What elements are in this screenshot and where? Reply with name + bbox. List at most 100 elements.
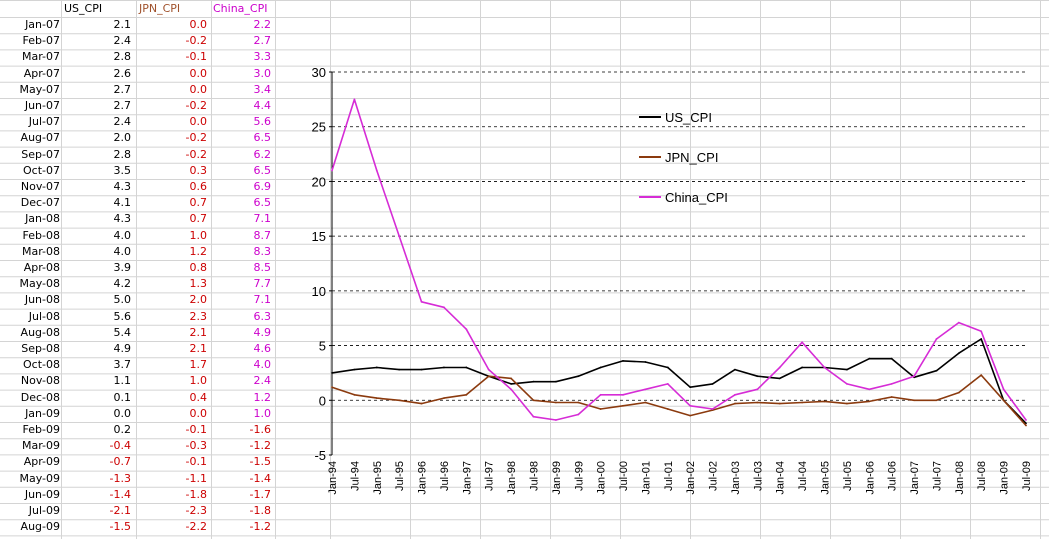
us-cpi-cell[interactable]: 5.6: [113, 309, 132, 323]
jpn-cpi-cell[interactable]: -0.2: [185, 34, 207, 48]
jpn-cpi-cell[interactable]: 0.0: [189, 18, 208, 31]
us-cpi-cell[interactable]: 2.6: [113, 66, 132, 80]
jpn-cpi-cell[interactable]: 1.2: [189, 244, 208, 258]
header-china-cpi[interactable]: China_CPI: [213, 2, 268, 15]
china-cpi-cell[interactable]: 5.6: [253, 115, 272, 129]
jpn-cpi-cell[interactable]: 2.3: [189, 309, 208, 323]
us-cpi-cell[interactable]: 4.3: [113, 180, 132, 193]
date-cell[interactable]: Nov-08: [20, 374, 60, 388]
date-cell[interactable]: Aug-09: [20, 520, 60, 534]
date-cell[interactable]: Mar-09: [21, 439, 60, 453]
date-cell[interactable]: Aug-07: [20, 131, 60, 145]
china-cpi-cell[interactable]: 2.7: [253, 34, 272, 48]
china-cpi-cell[interactable]: 3.3: [253, 50, 272, 64]
us-cpi-cell[interactable]: 1.1: [113, 374, 132, 388]
us-cpi-cell[interactable]: 4.3: [113, 212, 132, 226]
us-cpi-cell[interactable]: 0.0: [113, 406, 132, 420]
date-cell[interactable]: May-07: [19, 82, 60, 96]
date-cell[interactable]: Jan-09: [25, 406, 60, 420]
us-cpi-cell[interactable]: 4.1: [113, 196, 132, 210]
us-cpi-cell[interactable]: 5.4: [113, 325, 132, 339]
jpn-cpi-cell[interactable]: -2.3: [185, 504, 207, 517]
jpn-cpi-cell[interactable]: -0.1: [185, 423, 207, 436]
china-cpi-cell[interactable]: 8.3: [253, 244, 272, 258]
china-cpi-cell[interactable]: 2.2: [253, 18, 272, 31]
china-cpi-cell[interactable]: 3.4: [253, 82, 272, 96]
china-cpi-cell[interactable]: 7.1: [253, 212, 272, 226]
date-cell[interactable]: May-09: [19, 471, 60, 485]
jpn-cpi-cell[interactable]: 0.0: [189, 115, 208, 129]
us-cpi-cell[interactable]: 0.1: [113, 390, 132, 404]
jpn-cpi-cell[interactable]: 2.1: [189, 325, 208, 339]
china-cpi-cell[interactable]: 4.4: [253, 99, 272, 112]
us-cpi-cell[interactable]: -1.5: [109, 520, 131, 534]
jpn-cpi-cell[interactable]: 0.0: [189, 406, 208, 420]
china-cpi-cell[interactable]: 8.5: [253, 261, 272, 274]
date-cell[interactable]: Oct-08: [23, 358, 60, 372]
us-cpi-cell[interactable]: -2.1: [109, 504, 131, 517]
jpn-cpi-cell[interactable]: 1.0: [189, 228, 208, 242]
china-cpi-cell[interactable]: 7.1: [253, 293, 272, 307]
header-us-cpi[interactable]: US_CPI: [64, 2, 103, 15]
china-cpi-cell[interactable]: 4.0: [253, 358, 272, 372]
jpn-cpi-cell[interactable]: -1.1: [185, 471, 207, 485]
jpn-cpi-cell[interactable]: 2.0: [189, 293, 208, 307]
us-cpi-cell[interactable]: 2.4: [113, 115, 132, 129]
china-cpi-cell[interactable]: -1.4: [249, 471, 271, 485]
china-cpi-cell[interactable]: 6.5: [253, 163, 272, 177]
us-cpi-cell[interactable]: 2.8: [113, 50, 132, 64]
date-cell[interactable]: Jun-09: [24, 487, 60, 501]
china-cpi-cell[interactable]: 3.0: [253, 66, 272, 80]
us-cpi-cell[interactable]: 4.0: [113, 228, 132, 242]
china-cpi-cell[interactable]: 6.5: [253, 131, 272, 145]
jpn-cpi-cell[interactable]: 0.3: [189, 163, 208, 177]
date-cell[interactable]: Dec-08: [20, 390, 60, 404]
jpn-cpi-cell[interactable]: 0.0: [189, 82, 208, 96]
date-cell[interactable]: Jul-09: [28, 504, 60, 517]
cpi-line-chart[interactable]: -5 0 5 10 15 20 25 30 Jan-94 Jul-94 Jan-95 Jul-95 Ja…: [296, 47, 1038, 502]
china-cpi-cell[interactable]: 6.2: [253, 147, 272, 161]
jpn-cpi-cell[interactable]: 2.1: [189, 342, 208, 355]
china-cpi-cell[interactable]: -1.6: [249, 423, 271, 436]
jpn-cpi-cell[interactable]: 0.8: [189, 261, 208, 274]
date-cell[interactable]: Jun-08: [24, 293, 60, 307]
jpn-cpi-cell[interactable]: -0.1: [185, 50, 207, 64]
us-cpi-cell[interactable]: 2.1: [113, 18, 132, 31]
date-cell[interactable]: Nov-07: [20, 180, 60, 193]
date-cell[interactable]: Feb-08: [22, 228, 60, 242]
china-cpi-cell[interactable]: 4.9: [253, 325, 272, 339]
china-cpi-cell[interactable]: 6.9: [253, 180, 272, 193]
jpn-cpi-cell[interactable]: -0.3: [185, 439, 207, 453]
us-cpi-cell[interactable]: 2.8: [113, 147, 132, 161]
jpn-cpi-cell[interactable]: -0.2: [185, 99, 207, 112]
date-cell[interactable]: Dec-07: [20, 196, 60, 210]
date-cell[interactable]: Jul-08: [28, 309, 60, 323]
jpn-cpi-cell[interactable]: -0.1: [185, 455, 207, 469]
us-cpi-cell[interactable]: 2.0: [113, 131, 132, 145]
china-cpi-cell[interactable]: -1.2: [249, 439, 271, 453]
us-cpi-cell[interactable]: 2.4: [113, 34, 132, 48]
china-cpi-cell[interactable]: 6.3: [253, 309, 272, 323]
us-cpi-cell[interactable]: -0.7: [109, 455, 131, 469]
jpn-cpi-cell[interactable]: -2.2: [185, 520, 207, 534]
us-cpi-cell[interactable]: 4.9: [113, 342, 132, 355]
china-cpi-cell[interactable]: 4.6: [253, 342, 272, 355]
date-cell[interactable]: Jun-07: [24, 99, 60, 112]
us-cpi-cell[interactable]: 4.0: [113, 244, 132, 258]
date-cell[interactable]: Jan-08: [25, 212, 60, 226]
jpn-cpi-cell[interactable]: -0.2: [185, 147, 207, 161]
date-cell[interactable]: Mar-07: [21, 50, 60, 64]
china-cpi-cell[interactable]: 7.7: [253, 277, 272, 291]
us-cpi-cell[interactable]: 3.5: [113, 163, 132, 177]
date-cell[interactable]: Sep-07: [21, 147, 60, 161]
jpn-cpi-cell[interactable]: 1.7: [189, 358, 208, 372]
us-cpi-cell[interactable]: 0.2: [113, 423, 132, 436]
china-cpi-cell[interactable]: -1.8: [249, 504, 271, 517]
date-cell[interactable]: Feb-07: [22, 34, 60, 48]
jpn-cpi-cell[interactable]: -0.2: [185, 131, 207, 145]
date-cell[interactable]: Jul-07: [28, 115, 60, 129]
jpn-cpi-cell[interactable]: 1.0: [189, 374, 208, 388]
jpn-cpi-cell[interactable]: 0.4: [189, 390, 208, 404]
date-cell[interactable]: Apr-07: [23, 66, 60, 80]
date-cell[interactable]: Apr-09: [23, 455, 60, 469]
